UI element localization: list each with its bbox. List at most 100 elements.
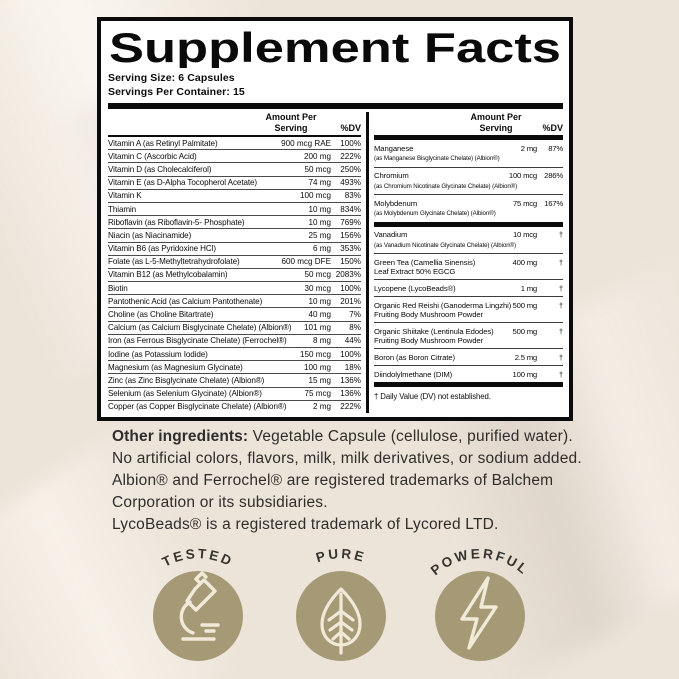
nutrient-amount: 6 mg [313, 244, 331, 254]
serving-size-value: 6 Capsules [178, 72, 235, 84]
nutrient-row: Organic Red Reishi (Ganoderma Lingzhi) Fr… [374, 297, 563, 323]
nutrient-dv: 222% [340, 151, 361, 161]
nutrient-dv: 250% [340, 164, 361, 174]
serving-info: Serving Size: 6 Capsules Servings Per Co… [108, 71, 563, 99]
nutrient-row: Molybdenum (as Molybdenum Glycinate Chela… [374, 195, 563, 222]
nutrient-amount: 10 mcg [512, 230, 537, 239]
header-rule [108, 135, 361, 137]
panel-title: Supplement Facts [109, 26, 561, 68]
nutrient-dv: 493% [340, 178, 361, 188]
nutrient-dv: 156% [340, 230, 361, 240]
nutrient-dv: 150% [340, 257, 361, 267]
nutrient-name: Vitamin D (as Cholecalciferol) [108, 164, 212, 174]
nutrient-name: Iodine (as Potassium Iodide) [108, 349, 208, 359]
nutrient-amount: 900 mcg RAE [281, 138, 331, 148]
lightning-icon [460, 576, 498, 650]
servings-value: 15 [232, 86, 245, 98]
nutrient-form: (as Manganese Bisglycinate Chelate) (Alb… [374, 155, 500, 162]
nutrient-amount: 150 mcg [299, 349, 331, 359]
nutrient-dv: † [558, 326, 563, 336]
badge-circle [153, 571, 243, 661]
trademark-note: Albion® and Ferrochel® are registered tr… [112, 470, 590, 536]
nutrient-name: Boron (as Boron Citrate) [374, 352, 455, 362]
nutrient-name: Vitamin B6 (as Pyridoxine HCl) [108, 244, 216, 254]
nutrient-form: (as Vanadium Nicotinate Glycinate Chelat… [374, 241, 516, 249]
nutrient-amount: 25 mg [308, 230, 332, 240]
serving-size-label: Serving Size: [108, 72, 176, 84]
nutrient-row: Vitamin E (as D-Alpha Tocopherol Acetate… [108, 177, 361, 190]
nutrient-dv: 222% [340, 402, 361, 412]
nutrient-dv: 136% [340, 375, 361, 385]
nutrient-name: Manganese (as Manganese Bisglycinate Chel… [374, 143, 500, 163]
right-nutrient-column: Amount Per Serving %DV Manganese (as Mang… [374, 112, 563, 413]
nutrient-name: Vitamin E (as D-Alpha Tocopherol Acetate… [108, 178, 258, 188]
nutrient-name: Calcium (as Calcium Bisglycinate Chelate… [108, 323, 292, 333]
dv-footnote: † Daily Value (DV) not established. [374, 392, 491, 401]
nutrient-dv: 286% [544, 171, 563, 180]
serving-size-line: Serving Size: 6 Capsules [108, 71, 563, 85]
nutrient-amount: 2 mg [520, 143, 537, 153]
supplement-facts-panel: Supplement Facts Serving Size: 6 Capsule… [97, 17, 573, 421]
nutrient-dv: 83% [344, 191, 361, 201]
nutrient-name: Vanadium (as Vanadium Nicotinate Glycinat… [374, 230, 516, 249]
nutrient-row: Calcium (as Calcium Bisglycinate Chelate… [108, 322, 361, 335]
nutrient-dv: † [558, 369, 563, 379]
nutrient-name: Chromium (as Chromium Nicotinate Glycinat… [374, 171, 518, 190]
nutrient-amount: 75 mcg [304, 389, 331, 399]
nutrient-dv: 201% [340, 296, 361, 306]
thick-divider [374, 135, 563, 140]
nutrient-row: Zinc (as Zinc Bisglycinate Chelate) (Alb… [108, 374, 361, 388]
dv-header: %DV [340, 122, 361, 133]
nutrient-amount: 15 mg [308, 375, 332, 385]
badge-pure: PURE [256, 496, 426, 666]
nutrient-amount: 100 mcg [299, 191, 331, 201]
nutrient-dv: † [558, 300, 563, 310]
right-column-header: Amount Per Serving %DV [374, 112, 563, 135]
nutrient-dv: 7% [349, 310, 361, 320]
nutrient-dv: † [558, 230, 563, 239]
left-nutrient-column: Amount Per Serving %DV Vitamin A (as Ret… [108, 112, 361, 413]
other-ingredients-note: Other ingredients: Vegetable Capsule (ce… [112, 426, 590, 470]
nutrient-amount: 10 mg [308, 217, 332, 227]
left-column-header: Amount Per Serving %DV [108, 112, 361, 135]
badge-powerful: POWERFUL [395, 496, 565, 666]
nutrient-dv: 136% [340, 389, 361, 399]
right-rows-minerals: Manganese (as Manganese Bisglycinate Chel… [374, 140, 563, 222]
nutrient-columns: Amount Per Serving %DV Vitamin A (as Ret… [108, 112, 563, 413]
badge-tested: TESTED [113, 496, 283, 666]
nutrient-name: Vitamin A (as Retinyl Palmitate) [108, 138, 218, 148]
left-rows: Vitamin A (as Retinyl Palmitate) 900 mcg … [108, 137, 361, 413]
nutrient-amount: 10 mg [308, 296, 332, 306]
nutrient-amount: 200 mg [304, 151, 331, 161]
amount-per-serving-header: Amount Per Serving [265, 112, 317, 133]
nutrient-name: Folate (as L-5-Methyltetrahydrofolate) [108, 257, 240, 267]
nutrient-row: Vitamin B6 (as Pyridoxine HCl) 6 mg 353% [108, 243, 361, 256]
nutrient-name: Magnesium (as Magnesium Glycinate) [108, 362, 243, 372]
nutrient-name: Vitamin C (Ascorbic Acid) [108, 151, 197, 161]
nutrient-name: Biotin [108, 283, 128, 293]
nutrient-row: Vitamin A (as Retinyl Palmitate) 900 mcg … [108, 137, 361, 151]
nutrient-name: Thiamin [108, 204, 137, 214]
nutrient-amount: 1 mg [520, 283, 537, 293]
servings-label: Servings Per Container: [108, 86, 230, 98]
badge-arc-label: TESTED [160, 546, 236, 570]
dv-header: %DV [542, 122, 563, 133]
nutrient-row: Vitamin D (as Cholecalciferol) 50 mcg 250% [108, 163, 361, 177]
nutrient-form: (as Molybdenum Glycinate Chelate) (Albio… [374, 210, 496, 217]
nutrient-dv: 44% [344, 336, 361, 346]
nutrient-amount: 40 mg [308, 310, 332, 320]
trademark-line: Albion® and Ferrochel® are registered tr… [112, 472, 554, 511]
other-ingredients-text: Vegetable Capsule (cellulose, purified w… [112, 428, 582, 467]
thick-divider [374, 221, 563, 227]
nutrient-form: (as Chromium Nicotinate Glycinate Chelat… [374, 182, 518, 190]
nutrient-dv: † [558, 283, 563, 293]
nutrient-dv: 2083% [335, 270, 361, 280]
thick-divider [374, 382, 563, 387]
nutrient-row: Manganese (as Manganese Bisglycinate Chel… [374, 140, 563, 168]
nutrient-name: Riboflavin (as Riboflavin-5- Phosphate) [108, 217, 245, 227]
nutrient-amount: 2 mg [313, 402, 331, 412]
nutrient-row: Thiamin 10 mg 834% [108, 203, 361, 217]
nutrient-dv: † [558, 257, 563, 267]
nutrient-name: Zinc (as Zinc Bisglycinate Chelate) (Alb… [108, 375, 265, 385]
nutrient-dv: 87% [548, 143, 563, 153]
